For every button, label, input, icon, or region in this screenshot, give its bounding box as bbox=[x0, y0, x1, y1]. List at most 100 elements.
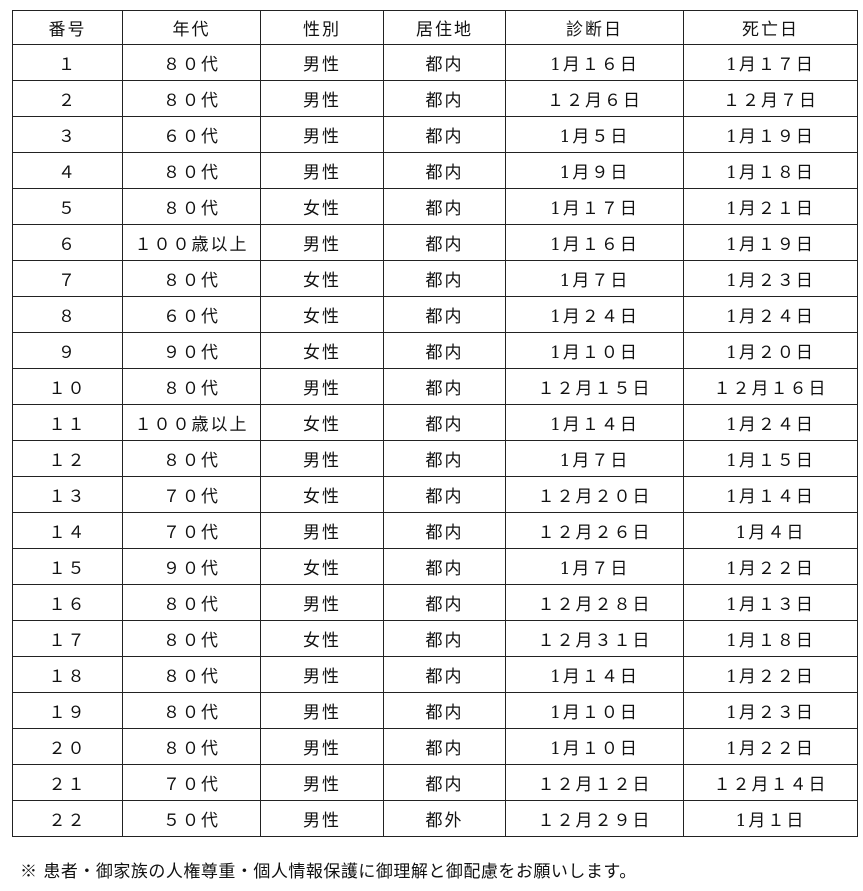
cell-age-group: ６０代 bbox=[122, 116, 261, 153]
cell-age-group: ８０代 bbox=[122, 152, 261, 189]
cell-sex: 女性 bbox=[260, 260, 384, 297]
cell-age-group: ８０代 bbox=[122, 692, 261, 729]
cell-age-group: ８０代 bbox=[122, 188, 261, 225]
table-row: １８ ８０代 男性 都内 1月１４日 1月２２日 bbox=[12, 656, 858, 693]
cell-sex: 男性 bbox=[260, 224, 384, 261]
cell-number: １２ bbox=[12, 440, 123, 477]
cell-age-group: ８０代 bbox=[122, 656, 261, 693]
cell-sex: 男性 bbox=[260, 764, 384, 801]
cell-diagnosis-date: 1月１６日 bbox=[505, 224, 684, 261]
cell-death-date: 1月１日 bbox=[683, 800, 858, 837]
cell-diagnosis-date: １２月２８日 bbox=[505, 584, 684, 621]
cell-number: １８ bbox=[12, 656, 123, 693]
cell-sex: 女性 bbox=[260, 404, 384, 441]
cell-number: ３ bbox=[12, 116, 123, 153]
cell-death-date: 1月１５日 bbox=[683, 440, 858, 477]
cell-age-group: ８０代 bbox=[122, 80, 261, 117]
cell-number: ７ bbox=[12, 260, 123, 297]
cell-diagnosis-date: 1月１７日 bbox=[505, 188, 684, 225]
cell-number: １０ bbox=[12, 368, 123, 405]
header-death-date: 死亡日 bbox=[683, 10, 858, 45]
cell-death-date: 1月１９日 bbox=[683, 116, 858, 153]
cell-number: １ bbox=[12, 44, 123, 81]
table-row: １ ８０代 男性 都内 1月１６日 1月１７日 bbox=[12, 44, 858, 81]
header-age-group: 年代 bbox=[122, 10, 261, 45]
cell-number: ２ bbox=[12, 80, 123, 117]
cell-death-date: 1月２２日 bbox=[683, 548, 858, 585]
cell-age-group: ９０代 bbox=[122, 332, 261, 369]
cell-number: ２０ bbox=[12, 728, 123, 765]
cell-age-group: ８０代 bbox=[122, 728, 261, 765]
table-row: １４ ７０代 男性 都内 １２月２６日 1月４日 bbox=[12, 512, 858, 549]
cell-number: １３ bbox=[12, 476, 123, 513]
cell-death-date: 1月２２日 bbox=[683, 656, 858, 693]
table-row: １６ ８０代 男性 都内 １２月２８日 1月１３日 bbox=[12, 584, 858, 621]
cell-residence: 都内 bbox=[383, 476, 506, 513]
cell-residence: 都内 bbox=[383, 296, 506, 333]
cell-residence: 都内 bbox=[383, 368, 506, 405]
cell-diagnosis-date: １２月１５日 bbox=[505, 368, 684, 405]
cell-diagnosis-date: 1月１０日 bbox=[505, 332, 684, 369]
cell-age-group: ６０代 bbox=[122, 296, 261, 333]
cell-number: ５ bbox=[12, 188, 123, 225]
table-row: ７ ８０代 女性 都内 1月７日 1月２３日 bbox=[12, 260, 858, 297]
cell-diagnosis-date: 1月１４日 bbox=[505, 656, 684, 693]
cell-death-date: １２月７日 bbox=[683, 80, 858, 117]
cell-diagnosis-date: 1月２４日 bbox=[505, 296, 684, 333]
cell-number: １５ bbox=[12, 548, 123, 585]
cell-age-group: ８０代 bbox=[122, 368, 261, 405]
cell-death-date: １２月１６日 bbox=[683, 368, 858, 405]
header-sex: 性別 bbox=[260, 10, 384, 45]
cell-number: １７ bbox=[12, 620, 123, 657]
cell-age-group: ８０代 bbox=[122, 620, 261, 657]
cell-residence: 都外 bbox=[383, 800, 506, 837]
table-row: ２１ ７０代 男性 都内 １２月１２日 １２月１４日 bbox=[12, 764, 858, 801]
cell-age-group: ５０代 bbox=[122, 800, 261, 837]
cell-death-date: 1月２０日 bbox=[683, 332, 858, 369]
cell-death-date: 1月２３日 bbox=[683, 260, 858, 297]
table-row: ４ ８０代 男性 都内 1月９日 1月１８日 bbox=[12, 152, 858, 189]
cell-sex: 男性 bbox=[260, 368, 384, 405]
cell-residence: 都内 bbox=[383, 332, 506, 369]
cell-diagnosis-date: 1月１０日 bbox=[505, 692, 684, 729]
table-row: １１ １００歳以上 女性 都内 1月１４日 1月２４日 bbox=[12, 404, 858, 441]
cell-number: １９ bbox=[12, 692, 123, 729]
cell-residence: 都内 bbox=[383, 260, 506, 297]
cell-sex: 女性 bbox=[260, 188, 384, 225]
cell-sex: 男性 bbox=[260, 584, 384, 621]
cell-number: １１ bbox=[12, 404, 123, 441]
cell-death-date: 1月２１日 bbox=[683, 188, 858, 225]
cell-death-date: 1月４日 bbox=[683, 512, 858, 549]
cell-diagnosis-date: 1月５日 bbox=[505, 116, 684, 153]
table-row: １２ ８０代 男性 都内 1月７日 1月１５日 bbox=[12, 440, 858, 477]
cell-diagnosis-date: １２月２６日 bbox=[505, 512, 684, 549]
cell-diagnosis-date: １２月１２日 bbox=[505, 764, 684, 801]
cell-age-group: ７０代 bbox=[122, 476, 261, 513]
cell-death-date: 1月１３日 bbox=[683, 584, 858, 621]
cell-residence: 都内 bbox=[383, 620, 506, 657]
cell-death-date: 1月１８日 bbox=[683, 620, 858, 657]
cell-age-group: ８０代 bbox=[122, 584, 261, 621]
header-diagnosis-date: 診断日 bbox=[505, 10, 684, 45]
cell-age-group: ８０代 bbox=[122, 260, 261, 297]
cell-residence: 都内 bbox=[383, 404, 506, 441]
table-row: １９ ８０代 男性 都内 1月１０日 1月２３日 bbox=[12, 692, 858, 729]
table-row: １０ ８０代 男性 都内 １２月１５日 １２月１６日 bbox=[12, 368, 858, 405]
footnote: ※ 患者・御家族の人権尊重・個人情報保護に御理解と御配慮をお願いします。 bbox=[20, 862, 637, 882]
table-row: １５ ９０代 女性 都内 1月７日 1月２２日 bbox=[12, 548, 858, 585]
cell-sex: 男性 bbox=[260, 656, 384, 693]
cell-sex: 男性 bbox=[260, 44, 384, 81]
cell-age-group: １００歳以上 bbox=[122, 404, 261, 441]
cell-sex: 男性 bbox=[260, 692, 384, 729]
cell-residence: 都内 bbox=[383, 116, 506, 153]
cell-residence: 都内 bbox=[383, 440, 506, 477]
table-body: １ ８０代 男性 都内 1月１６日 1月１７日 ２ ８０代 男性 都内 １２月６日 １２月７日 ３ ６０代… bbox=[12, 44, 858, 837]
cell-diagnosis-date: 1月７日 bbox=[505, 260, 684, 297]
cell-diagnosis-date: １２月３１日 bbox=[505, 620, 684, 657]
table-row: ８ ６０代 女性 都内 1月２４日 1月２４日 bbox=[12, 296, 858, 333]
cell-age-group: ８０代 bbox=[122, 440, 261, 477]
cell-sex: 男性 bbox=[260, 80, 384, 117]
cell-death-date: 1月２４日 bbox=[683, 404, 858, 441]
cell-age-group: ７０代 bbox=[122, 512, 261, 549]
table-row: １３ ７０代 女性 都内 １２月２０日 1月１４日 bbox=[12, 476, 858, 513]
